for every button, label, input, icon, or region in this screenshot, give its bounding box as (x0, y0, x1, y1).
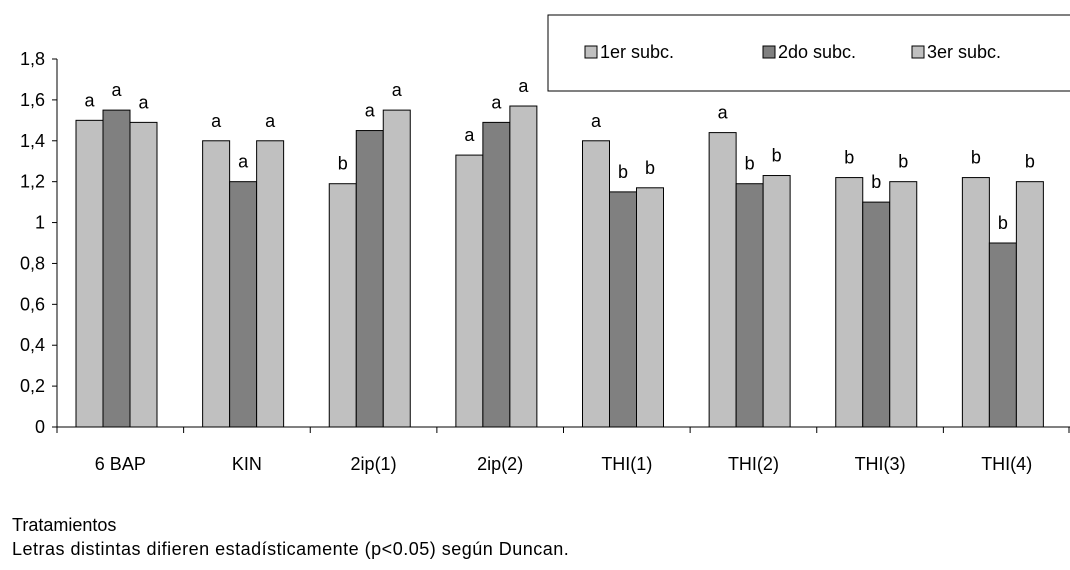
significance-letter: a (84, 90, 95, 110)
bar-6 BAP-s2 (102, 109, 131, 428)
bar-THI(3)-s2 (862, 201, 891, 428)
bar-THI(4)-s2 (988, 242, 1017, 428)
bar-2ip(2)-s3 (509, 105, 538, 428)
bar-THI(2)-s1 (708, 132, 737, 428)
bar-THI(2)-s2 (735, 183, 764, 428)
y-tick-label: 1,4 (20, 131, 45, 151)
significance-letter: a (518, 76, 529, 96)
significance-letter: a (718, 103, 729, 123)
significance-letter: b (645, 158, 655, 178)
significance-letter: b (971, 148, 981, 168)
y-tick-label: 0,2 (20, 376, 45, 396)
x-tick-label: THI(2) (728, 454, 779, 474)
bar-THI(2)-s3 (762, 175, 791, 428)
significance-letter: a (464, 125, 475, 145)
x-axis-label: Tratamientos (12, 515, 117, 535)
bar-6 BAP-s3 (129, 121, 158, 428)
legend-swatch (584, 45, 598, 59)
significance-letter: a (365, 101, 376, 121)
bar-2ip(1)-s2 (355, 130, 384, 428)
x-tick-label: 6 BAP (95, 454, 146, 474)
x-tick-label: THI(4) (981, 454, 1032, 474)
legend-label: 1er subc. (600, 42, 674, 62)
significance-letter: a (265, 111, 276, 131)
x-tick-label: 2ip(1) (351, 454, 397, 474)
bar-THI(4)-s1 (961, 177, 990, 428)
bar-THI(3)-s1 (835, 177, 864, 428)
significance-letter: a (138, 92, 149, 112)
bar-2ip(2)-s2 (482, 121, 511, 428)
significance-letter: b (745, 154, 755, 174)
legend-label: 2do subc. (778, 42, 856, 62)
bar-6 BAP-s1 (75, 119, 104, 428)
x-tick-label: 2ip(2) (477, 454, 523, 474)
significance-letter: b (618, 162, 628, 182)
significance-letter: b (338, 154, 348, 174)
bar-THI(3)-s3 (889, 181, 918, 428)
legend-box (547, 14, 1070, 92)
significance-letter: b (871, 172, 881, 192)
bar-THI(1)-s2 (609, 191, 637, 428)
x-tick-label: THI(3) (855, 454, 906, 474)
y-tick-label: 1,2 (20, 172, 45, 192)
legend-label: 3er subc. (927, 42, 1001, 62)
bar-2ip(1)-s3 (382, 109, 411, 428)
bar-THI(1)-s3 (636, 187, 664, 428)
legend-swatch (911, 45, 925, 59)
y-tick-label: 0,4 (20, 335, 45, 355)
significance-letter: b (1025, 152, 1035, 172)
significance-letter: b (844, 148, 854, 168)
significance-letter: a (211, 111, 222, 131)
y-tick-label: 1,6 (20, 90, 45, 110)
bar-2ip(1)-s1 (328, 183, 357, 428)
y-tick-label: 0,6 (20, 294, 45, 314)
legend-swatch (762, 45, 776, 59)
bar-THI(4)-s3 (1015, 181, 1044, 428)
y-tick-label: 1,8 (20, 49, 45, 69)
y-tick-label: 0 (35, 417, 45, 437)
x-tick-label: THI(1) (601, 454, 652, 474)
bar-2ip(2)-s1 (455, 154, 484, 428)
x-tick-label: KIN (232, 454, 262, 474)
y-tick-label: 1 (35, 213, 45, 233)
bar-KIN-s3 (256, 140, 285, 428)
significance-letter: a (111, 80, 122, 100)
bar-THI(1)-s1 (582, 140, 610, 428)
significance-note: Letras distintas difieren estadísticamen… (12, 539, 570, 559)
significance-letter: b (772, 146, 782, 166)
significance-letter: b (898, 152, 908, 172)
significance-letter: a (392, 80, 403, 100)
bar-KIN-s1 (202, 140, 231, 428)
significance-letter: a (591, 111, 602, 131)
significance-letter: a (491, 92, 502, 112)
bar-KIN-s2 (229, 181, 258, 428)
significance-letter: b (998, 213, 1008, 233)
significance-letter: a (238, 152, 249, 172)
y-tick-label: 0,8 (20, 253, 45, 273)
